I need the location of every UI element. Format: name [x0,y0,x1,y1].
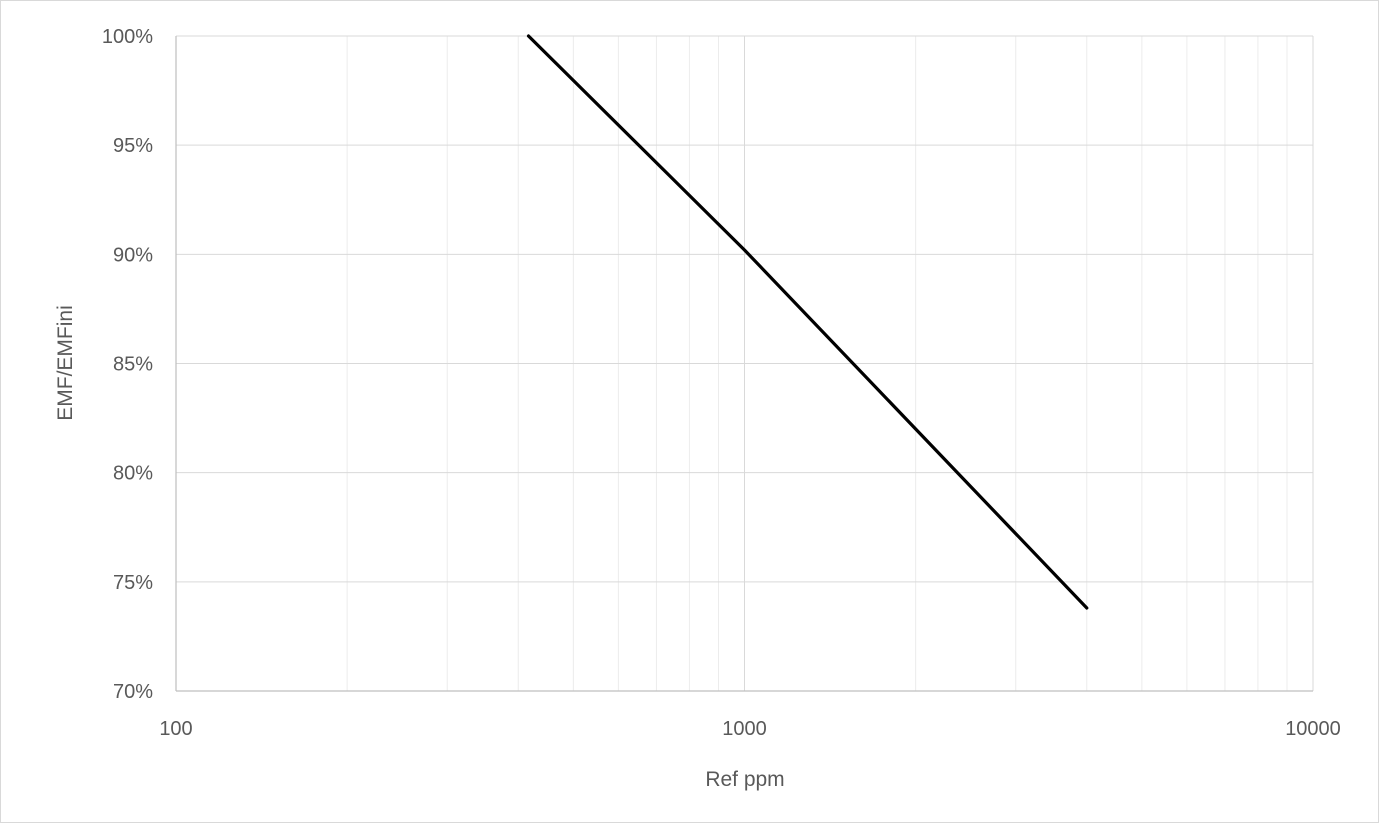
y-axis-title: EMF/EMFini [54,305,77,421]
x-axis-title: Ref ppm [705,768,784,791]
y-tick-label: 70% [113,681,153,703]
y-tick-label: 80% [113,463,153,485]
gridlines [175,35,1314,691]
x-tick-label: 100 [159,718,192,740]
x-tick-label: 1000 [722,718,767,740]
y-tick-labels: 70% 75% 80% 85% 90% 95% 100% [102,26,153,703]
y-tick-label: 75% [113,572,153,594]
x-tick-labels: 100 1000 10000 [159,718,1341,740]
y-tick-label: 95% [113,135,153,157]
y-tick-label: 90% [113,244,153,266]
axes [175,36,1313,692]
y-tick-label: 100% [102,26,153,48]
series-line-1 [526,34,1089,610]
x-tick-label: 10000 [1285,718,1341,740]
series-layer [526,34,1089,610]
y-tick-label: 85% [113,354,153,376]
